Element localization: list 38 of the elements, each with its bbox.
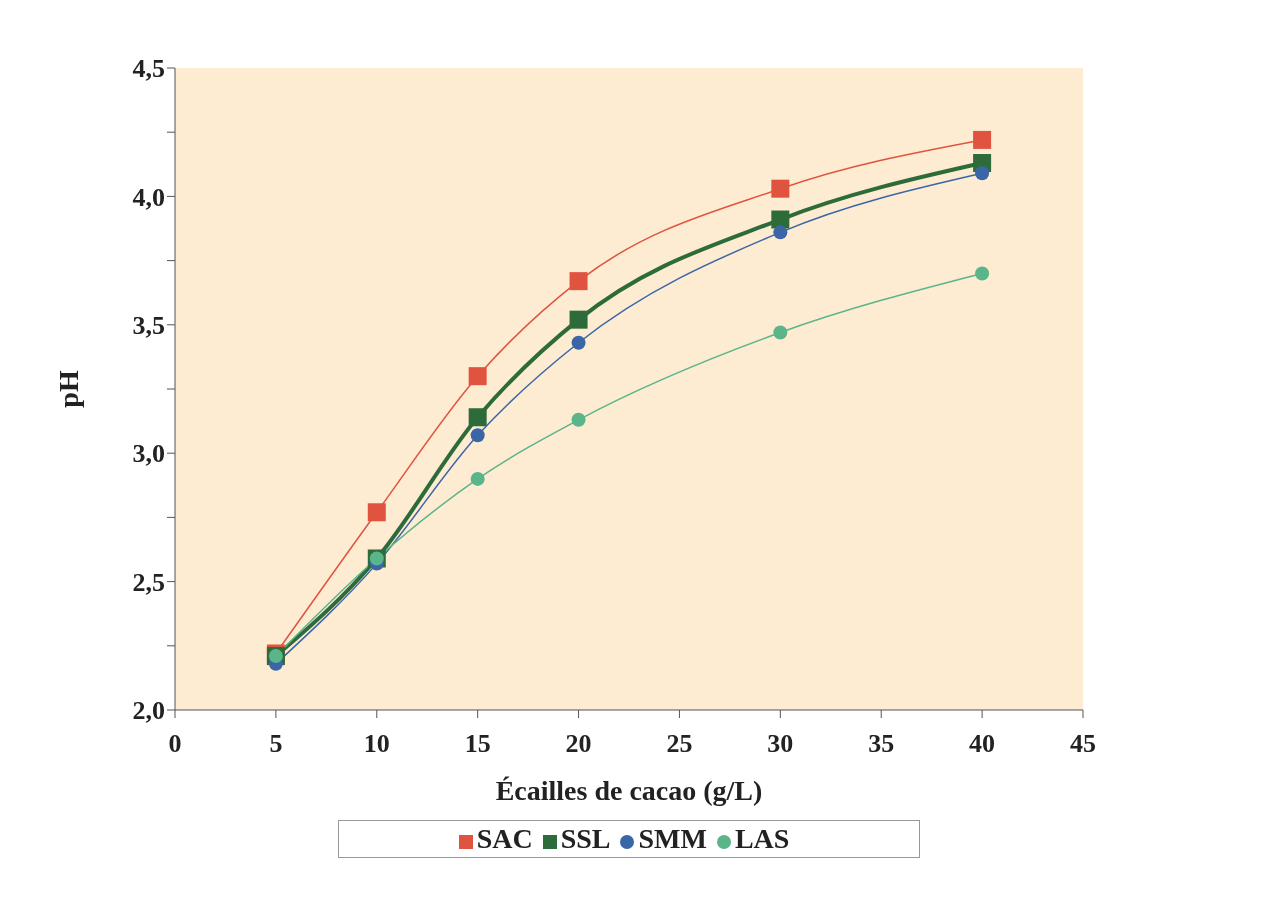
x-tick-label: 5 bbox=[269, 729, 283, 759]
x-tick-label: 30 bbox=[767, 729, 794, 759]
y-tick-label: 2,0 bbox=[132, 696, 165, 726]
x-tick-label: 35 bbox=[868, 729, 895, 759]
point bbox=[470, 428, 485, 443]
legend-label: LAS bbox=[734, 823, 790, 854]
legend-label: SSL bbox=[560, 823, 611, 854]
x-tick-label: 40 bbox=[969, 729, 996, 759]
x-axis-title: Écailles de cacao (g/L) bbox=[495, 774, 763, 806]
x-tick-label: 45 bbox=[1070, 729, 1096, 759]
point bbox=[468, 367, 487, 386]
x-tick-label: 10 bbox=[363, 729, 390, 759]
legend-label: SMM bbox=[638, 823, 707, 854]
y-tick-label: 3,0 bbox=[132, 439, 165, 469]
x-tick-label: 25 bbox=[666, 729, 693, 759]
point bbox=[571, 412, 586, 427]
point bbox=[571, 335, 586, 350]
point bbox=[569, 310, 588, 329]
point bbox=[773, 225, 788, 240]
y-tick-label: 4,5 bbox=[132, 54, 165, 84]
point bbox=[367, 503, 386, 522]
point bbox=[470, 471, 485, 486]
point bbox=[771, 210, 790, 229]
x-tick-label: 20 bbox=[565, 729, 592, 759]
y-tick-label: 4,0 bbox=[132, 182, 165, 212]
point bbox=[973, 130, 992, 149]
point bbox=[975, 266, 990, 281]
point bbox=[771, 179, 790, 198]
y-tick-label: 2,5 bbox=[132, 567, 165, 597]
x-tick-label: 0 bbox=[168, 729, 182, 759]
legend-label: SAC bbox=[476, 823, 533, 854]
point bbox=[975, 166, 990, 181]
point bbox=[569, 272, 588, 291]
y-tick-label: 3,5 bbox=[132, 311, 165, 341]
x-tick-label: 15 bbox=[464, 729, 491, 759]
y-axis-title: pH bbox=[52, 370, 84, 408]
point bbox=[773, 325, 788, 340]
point bbox=[468, 408, 487, 427]
